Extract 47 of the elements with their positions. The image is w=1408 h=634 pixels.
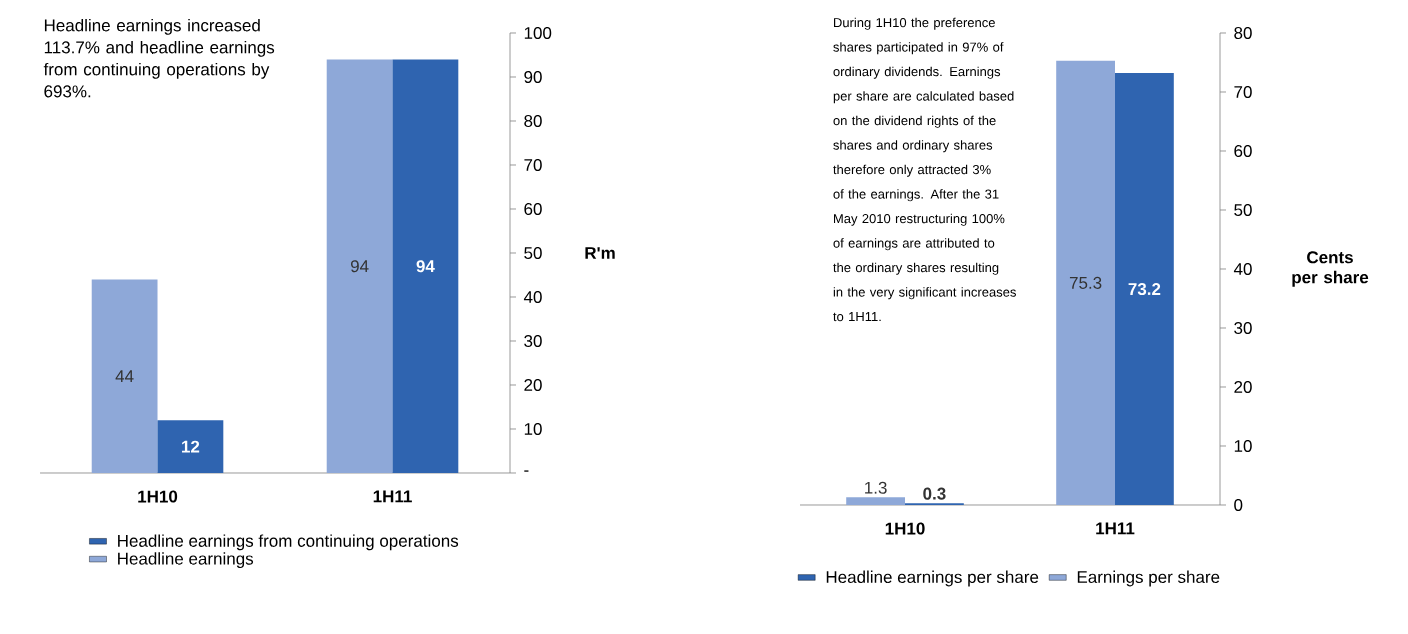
x-tick-label: 1H11 xyxy=(1096,522,1135,535)
legend-label: Headline earnings from continuing operations xyxy=(118,534,459,551)
legend-label: Headline earnings xyxy=(118,552,254,569)
annotation: Headline earnings increased 113.7% and headline earnings from continuing operations by 693%. xyxy=(43,18,275,98)
bar xyxy=(392,59,459,473)
y-tick-label: 40 xyxy=(523,290,542,304)
y-axis-title: R'm xyxy=(585,247,615,259)
data-label: 73.2 xyxy=(1128,283,1161,296)
y-tick-label: 80 xyxy=(524,114,542,128)
y-tick-label: 10 xyxy=(1234,439,1252,453)
y-tick-label: - xyxy=(524,470,529,472)
x-tick-label: 1H11 xyxy=(373,490,412,503)
y-tick-label: 70 xyxy=(1234,85,1252,99)
data-label: 12 xyxy=(182,440,200,453)
y-axis-title: Cents per share xyxy=(1292,251,1369,287)
y-tick-label: 30 xyxy=(524,334,542,348)
legend-label: Headline earnings per share xyxy=(826,570,1039,587)
x-tick-label: 1H10 xyxy=(885,522,925,535)
data-label: 0.3 xyxy=(923,487,946,500)
y-tick-label: 60 xyxy=(524,202,542,216)
x-tick-label: 1H10 xyxy=(138,490,178,503)
y-tick-label: 20 xyxy=(1234,380,1252,394)
data-label: 1.3 xyxy=(865,481,887,494)
y-tick-label: 0 xyxy=(1234,498,1243,512)
bar xyxy=(1056,60,1115,505)
y-tick-label: 90 xyxy=(524,70,542,84)
data-label: 94 xyxy=(350,260,369,273)
y-tick-label: 10 xyxy=(524,422,542,436)
y-tick-label: 60 xyxy=(1234,144,1252,158)
text: During 1H10 the preference shares participated in 97% of ordinary dividends. Earnings per share are calculated based on the dividend rights of the shares and ordinary shares therefore only attracted 3% of the earnings. After the 31 May 2010 restructuring 100% of earnings are attributed to the ordinary shares resulting in the very significant increases to 1H11. xyxy=(833,17,1016,322)
y-tick-label: 30 xyxy=(1234,321,1252,335)
bar xyxy=(846,497,906,505)
bar xyxy=(326,59,393,473)
bar xyxy=(91,279,158,473)
y-tick-label: 50 xyxy=(1234,203,1252,217)
data-label: 75.3 xyxy=(1069,276,1102,289)
y-tick-label: 50 xyxy=(524,246,542,260)
y-tick-label: 100 xyxy=(524,26,552,40)
legend-label: Earnings per share xyxy=(1077,570,1220,587)
data-label: 94 xyxy=(416,260,435,273)
y-tick-label: 40 xyxy=(1233,262,1252,276)
y-tick-label: 20 xyxy=(524,378,542,392)
data-label: 44 xyxy=(115,370,134,383)
bar xyxy=(157,420,224,473)
bar xyxy=(1115,73,1174,505)
y-tick-label: 80 xyxy=(1234,26,1252,40)
y-tick-label: 70 xyxy=(524,158,542,172)
